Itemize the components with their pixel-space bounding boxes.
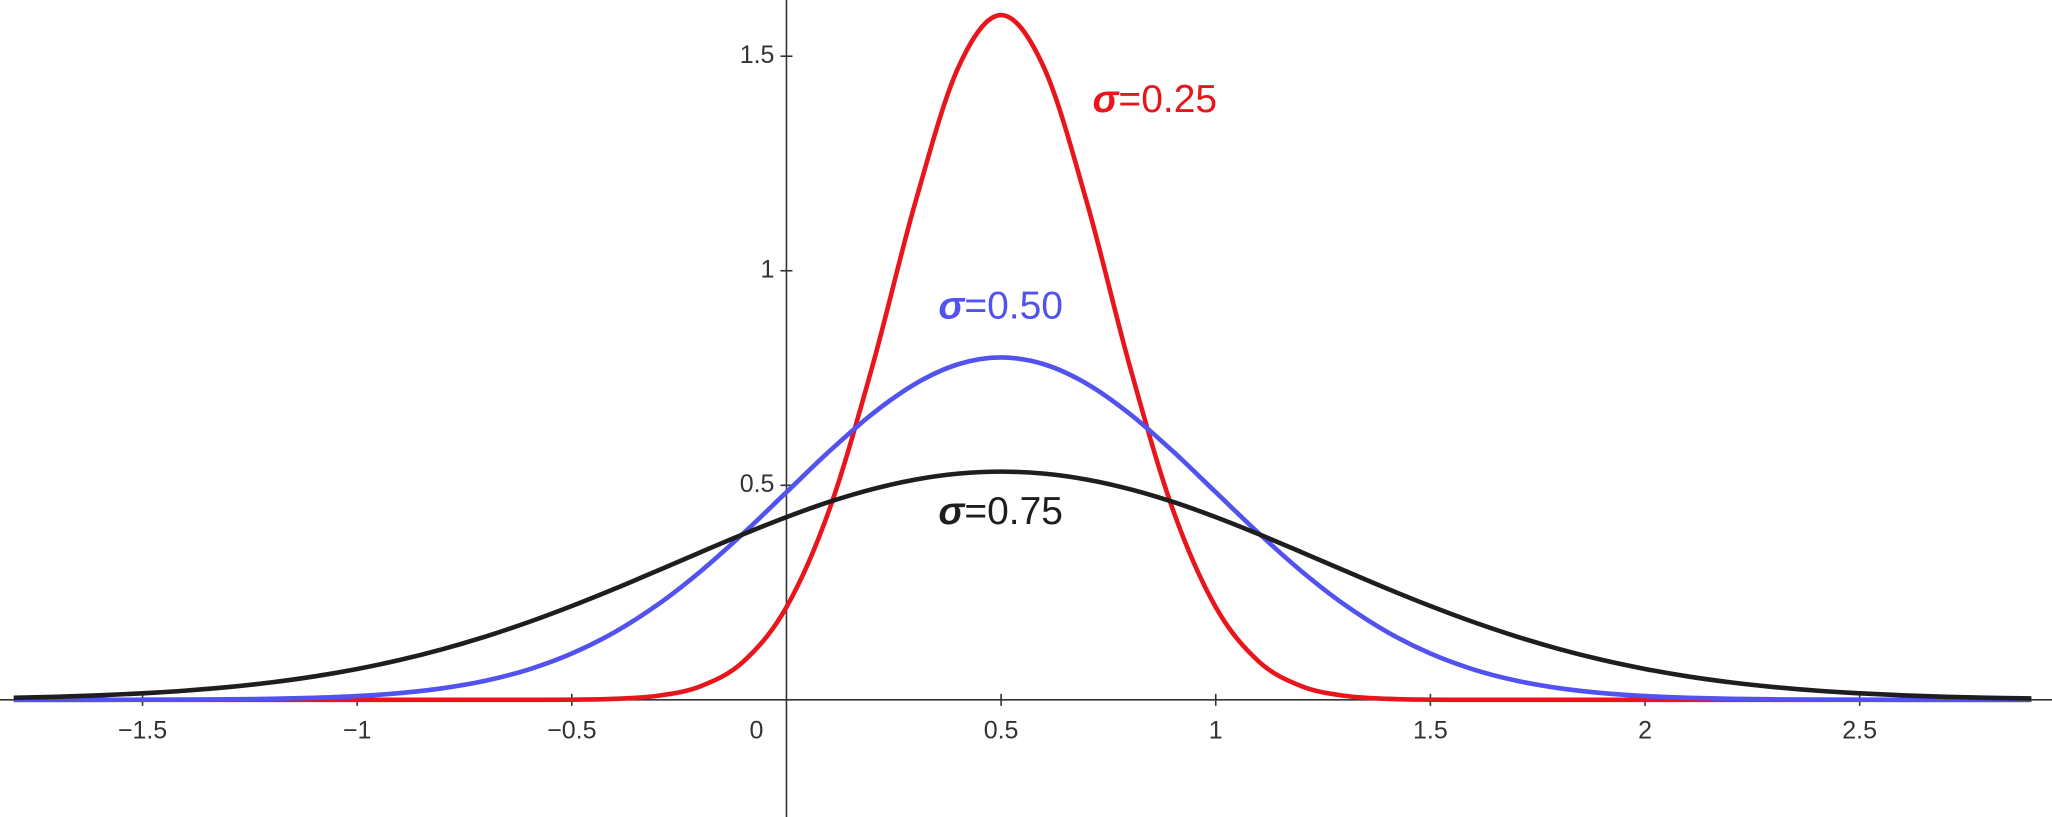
x-tick-label: 2 bbox=[1638, 716, 1652, 744]
x-tick-label: −0.5 bbox=[547, 716, 596, 744]
x-tick-label: 0.5 bbox=[984, 716, 1019, 744]
series-label-symbol: σ bbox=[938, 285, 966, 328]
y-tick-label: 1.5 bbox=[740, 41, 775, 69]
series-label-text: =0.50 bbox=[964, 285, 1063, 328]
series-label-text: =0.25 bbox=[1118, 78, 1217, 121]
series-label: σ=0.25 bbox=[1093, 78, 1218, 121]
series-label-symbol: σ bbox=[938, 490, 966, 533]
series-label: σ=0.75 bbox=[938, 490, 1063, 533]
x-tick-label: −1.5 bbox=[118, 716, 167, 744]
x-tick-label: 2.5 bbox=[1842, 716, 1877, 744]
series-line bbox=[13, 12, 2032, 703]
x-tick-label: 1.5 bbox=[1413, 716, 1448, 744]
series-label-text: =0.75 bbox=[964, 490, 1063, 533]
series-line bbox=[13, 469, 2032, 701]
x-tick-label: −1 bbox=[343, 716, 372, 744]
series-label-symbol: σ bbox=[1093, 78, 1121, 121]
x-tick-label: 1 bbox=[1209, 716, 1223, 744]
y-tick-label: 0.5 bbox=[740, 470, 775, 498]
x-tick-label: 0 bbox=[750, 716, 764, 744]
series-label: σ=0.50 bbox=[938, 285, 1063, 328]
series-line bbox=[13, 355, 2032, 703]
y-tick-label: 1 bbox=[761, 255, 775, 283]
